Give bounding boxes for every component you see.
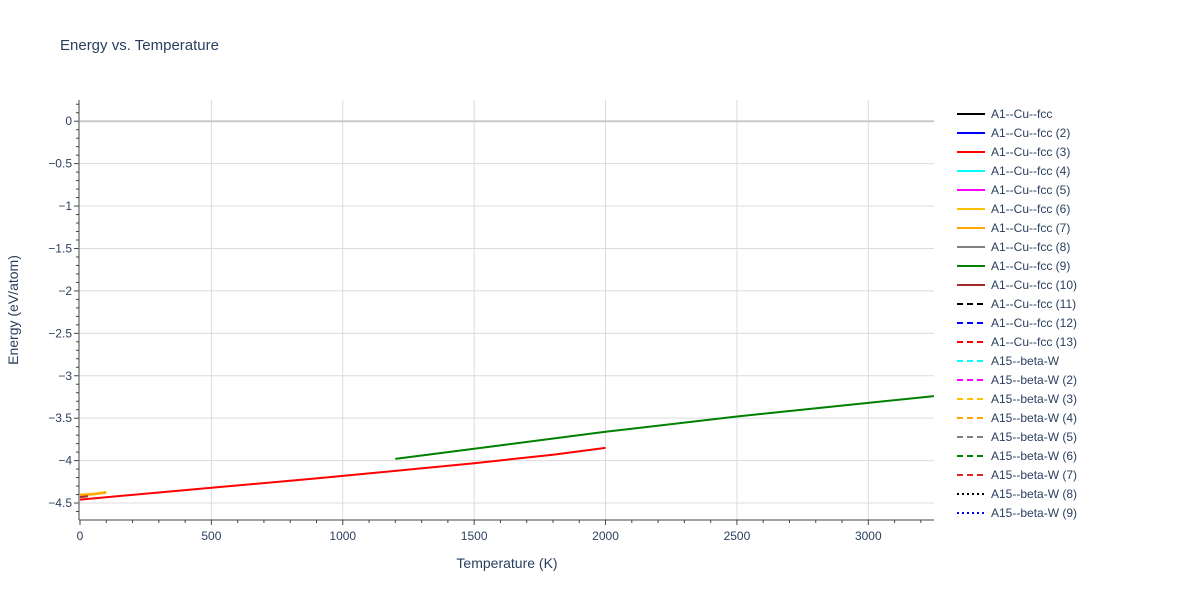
- legend-label: A15--beta-W (6): [991, 449, 1077, 463]
- y-tick-label: −2.5: [48, 326, 72, 340]
- legend-item-16[interactable]: A15--beta-W (3): [957, 392, 1077, 406]
- legend-label: A1--Cu--fcc (5): [991, 183, 1070, 197]
- y-tick-label: 0: [65, 114, 72, 128]
- legend-item-10[interactable]: A1--Cu--fcc (10): [957, 278, 1077, 292]
- x-axis-title: Temperature (K): [456, 555, 557, 571]
- legend-label: A1--Cu--fcc (13): [991, 335, 1077, 349]
- legend-label: A15--beta-W (9): [991, 506, 1077, 520]
- x-tick-label: 2000: [592, 529, 619, 543]
- x-tick-label: 2500: [724, 529, 751, 543]
- y-tick-label: −4.5: [48, 496, 72, 510]
- legend-item-14[interactable]: A15--beta-W: [957, 354, 1060, 368]
- legend-label: A15--beta-W (8): [991, 487, 1077, 501]
- legend-label: A1--Cu--fcc (10): [991, 278, 1077, 292]
- axes: 0 500 1000 1500 2000 2500 3000 0 −0.5 −1 −1.5 −2 −2.…: [48, 100, 934, 543]
- y-tick-label: −1: [58, 199, 72, 213]
- legend-item-9[interactable]: A1--Cu--fcc (9): [957, 259, 1070, 273]
- series-layer: [79, 395, 935, 501]
- legend-item-4[interactable]: A1--Cu--fcc (4): [957, 164, 1070, 178]
- legend-item-2[interactable]: A1--Cu--fcc (2): [957, 126, 1070, 140]
- series-line-9: [395, 395, 935, 460]
- x-tick-label: 500: [201, 529, 221, 543]
- legend-label: A15--beta-W (4): [991, 411, 1077, 425]
- legend-label: A1--Cu--fcc (3): [991, 145, 1070, 159]
- legend-item-11[interactable]: A1--Cu--fcc (11): [957, 297, 1076, 311]
- legend-label: A1--Cu--fcc (6): [991, 202, 1070, 216]
- y-tick-label: −4: [58, 454, 72, 468]
- y-tick-label: −0.5: [48, 157, 72, 171]
- legend-item-17[interactable]: A15--beta-W (4): [957, 411, 1077, 425]
- legend-item-12[interactable]: A1--Cu--fcc (12): [957, 316, 1077, 330]
- legend-item-15[interactable]: A15--beta-W (2): [957, 373, 1077, 387]
- legend-item-13[interactable]: A1--Cu--fcc (13): [957, 335, 1077, 349]
- legend-label: A15--beta-W (3): [991, 392, 1077, 406]
- legend-item-20[interactable]: A15--beta-W (7): [957, 468, 1077, 482]
- legend-item-8[interactable]: A1--Cu--fcc (8): [957, 240, 1070, 254]
- legend-label: A1--Cu--fcc (9): [991, 259, 1070, 273]
- legend-item-5[interactable]: A1--Cu--fcc (5): [957, 183, 1070, 197]
- legend-item-18[interactable]: A15--beta-W (5): [957, 430, 1077, 444]
- legend-label: A15--beta-W (5): [991, 430, 1077, 444]
- legend-label: A1--Cu--fcc: [991, 107, 1052, 121]
- legend-item-7[interactable]: A1--Cu--fcc (7): [957, 221, 1070, 235]
- legend-label: A1--Cu--fcc (2): [991, 126, 1070, 140]
- legend-label: A15--beta-W (2): [991, 373, 1077, 387]
- legend-item-3[interactable]: A1--Cu--fcc (3): [957, 145, 1070, 159]
- x-tick-label: 1000: [329, 529, 356, 543]
- series-line-3: [79, 446, 606, 501]
- grid: [80, 100, 934, 520]
- y-tick-label: −2: [58, 284, 72, 298]
- x-tick-label: 3000: [855, 529, 882, 543]
- y-tick-label: −1.5: [48, 241, 72, 255]
- legend-item-21[interactable]: A15--beta-W (8): [957, 487, 1077, 501]
- legend-label: A15--beta-W (7): [991, 468, 1077, 482]
- legend[interactable]: A1--Cu--fcc A1--Cu--fcc (2) A1--Cu--fcc (3…: [957, 107, 1077, 520]
- legend-label: A1--Cu--fcc (11): [991, 297, 1076, 311]
- y-tick-label: −3.5: [48, 411, 72, 425]
- legend-label: A1--Cu--fcc (7): [991, 221, 1070, 235]
- y-tick-label: −3: [58, 369, 72, 383]
- legend-item-19[interactable]: A15--beta-W (6): [957, 449, 1077, 463]
- legend-label: A15--beta-W: [991, 354, 1060, 368]
- series-line-10: [79, 495, 89, 499]
- legend-item-22[interactable]: A15--beta-W (9): [957, 506, 1077, 520]
- x-tick-label: 1500: [461, 529, 488, 543]
- legend-label: A1--Cu--fcc (12): [991, 316, 1077, 330]
- legend-label: A1--Cu--fcc (8): [991, 240, 1070, 254]
- x-tick-label: 0: [77, 529, 84, 543]
- legend-item-6[interactable]: A1--Cu--fcc (6): [957, 202, 1070, 216]
- legend-label: A1--Cu--fcc (4): [991, 164, 1070, 178]
- legend-item-1[interactable]: A1--Cu--fcc: [957, 107, 1052, 121]
- chart-title: Energy vs. Temperature: [60, 37, 219, 54]
- y-axis-title: Energy (eV/atom): [5, 255, 21, 365]
- series-line-7: [79, 491, 107, 497]
